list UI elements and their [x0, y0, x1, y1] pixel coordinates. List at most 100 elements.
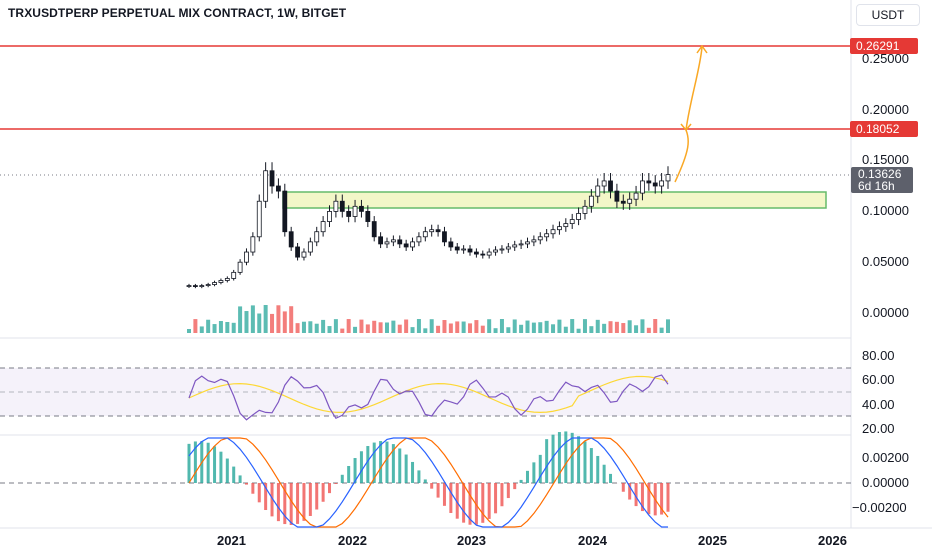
candle-body — [397, 239, 403, 245]
candle-body — [263, 170, 269, 202]
rsi-ma-line — [188, 375, 669, 414]
macd-bar — [494, 483, 498, 514]
candle-body — [512, 244, 518, 248]
volume-bar — [212, 324, 217, 333]
macd-bar — [359, 451, 363, 483]
macd-bar — [564, 431, 568, 483]
price-candles — [186, 162, 671, 289]
volume-bar — [193, 319, 198, 333]
candle-body — [390, 239, 396, 243]
candle-body — [205, 284, 211, 286]
support-zone-rectangle[interactable] — [282, 191, 827, 209]
macd-bar — [487, 483, 491, 519]
macd-bar — [640, 483, 644, 512]
macd-bar — [634, 483, 638, 507]
volume-bar — [480, 325, 485, 333]
macd-tick-zero: 0.00000 — [862, 475, 909, 490]
currency-selector[interactable]: USDT — [856, 4, 920, 26]
macd-bar — [404, 454, 408, 483]
rsi-tick-20: 20.00 — [862, 421, 895, 436]
candle-body — [333, 200, 339, 212]
macd-bar — [589, 448, 593, 483]
macd-bar — [417, 470, 421, 483]
volume-bar — [187, 329, 191, 333]
candle-body — [461, 248, 467, 251]
tag-countdown-text: 6d 16h — [858, 179, 895, 193]
x-tick-2025: 2025 — [698, 533, 727, 548]
macd-bar — [244, 483, 248, 485]
volume-bar — [608, 321, 613, 333]
candle-body — [608, 180, 613, 192]
volume-bar — [468, 323, 473, 333]
volume-bar — [404, 319, 409, 333]
macd-bar — [436, 483, 440, 498]
macd-bar — [609, 473, 613, 483]
candle-body — [665, 174, 671, 182]
volume-bar — [250, 305, 255, 333]
macd-bar — [525, 470, 529, 483]
macd-bar — [468, 483, 472, 525]
macd-bar — [276, 483, 280, 522]
volume-bar — [634, 325, 639, 333]
macd-bar — [596, 455, 600, 483]
candle-body — [640, 180, 645, 194]
candle-body — [525, 241, 530, 245]
macd-bar — [270, 483, 274, 517]
macd-bar — [532, 462, 536, 483]
candle-body — [659, 180, 665, 187]
macd-bar — [538, 454, 542, 483]
volume-bar — [321, 319, 326, 333]
x-tick-2021: 2021 — [217, 533, 246, 548]
y-tick-005: 0.05000 — [862, 254, 909, 269]
volume-bar — [436, 325, 441, 333]
volume-bar — [461, 321, 466, 333]
candle-body — [192, 285, 198, 287]
candle-body — [212, 282, 217, 285]
macd-bar — [308, 483, 312, 516]
candle-body — [416, 236, 422, 243]
volume-bar — [346, 319, 351, 333]
macd-bar — [583, 441, 587, 483]
candle-body — [448, 241, 454, 248]
macd-bar — [411, 461, 415, 483]
volume-bar — [487, 319, 492, 333]
x-tick-2022: 2022 — [338, 533, 367, 548]
candle-body — [352, 205, 358, 217]
macd-bar — [366, 446, 370, 483]
volume-bar — [442, 320, 447, 333]
macd-bar — [481, 483, 485, 523]
candle-body — [314, 231, 320, 243]
projection-arrowhead-high — [696, 44, 708, 54]
x-tick-2024: 2024 — [578, 533, 608, 548]
macd-bar — [187, 443, 191, 483]
candle-body — [473, 251, 479, 255]
y-tick-025: 0.25000 — [862, 51, 909, 66]
candle-body — [276, 185, 281, 192]
volume-bar — [218, 321, 223, 333]
candle-body — [652, 182, 658, 187]
candle-body — [601, 180, 607, 187]
volume-bar — [499, 319, 504, 333]
macd-bar — [283, 483, 287, 525]
tag-target-high — [850, 38, 918, 54]
macd-bar — [545, 439, 549, 483]
candle-body — [295, 246, 300, 258]
volume-bar — [372, 320, 377, 333]
volume-bar — [602, 323, 607, 333]
projection-path[interactable] — [674, 46, 703, 183]
candle-body — [371, 221, 377, 238]
macd-bar — [206, 442, 210, 483]
macd-bar — [602, 464, 606, 483]
volume-bar — [646, 327, 651, 333]
macd-bar — [238, 475, 242, 483]
volume-bar — [327, 326, 332, 333]
macd-bar — [557, 432, 561, 483]
candle-body — [563, 223, 569, 228]
candle-body — [256, 200, 262, 238]
volume-bar — [525, 320, 530, 333]
candle-body — [422, 231, 428, 238]
candle-body — [582, 205, 588, 214]
macd-bar — [328, 483, 332, 494]
tag-target-mid — [850, 121, 918, 137]
